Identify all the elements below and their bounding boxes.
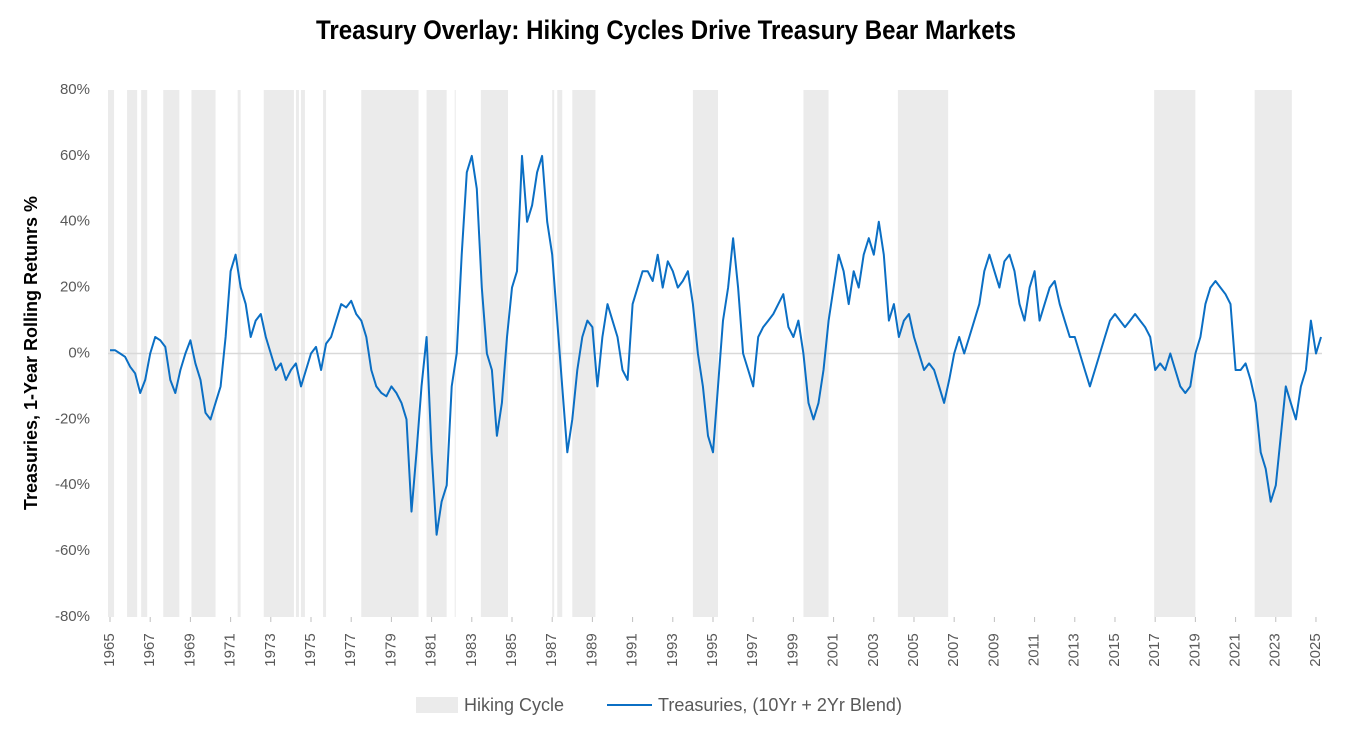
x-tick-label: 1975: [302, 633, 319, 666]
x-tick-label: 1965: [101, 633, 118, 666]
x-tick-label: 1981: [423, 633, 440, 666]
x-tick-label: 2003: [865, 633, 882, 666]
legend-label: Hiking Cycle: [464, 695, 564, 715]
x-tick-label: 2023: [1267, 633, 1284, 666]
x-tick-label: 1967: [141, 633, 158, 666]
chart-title: Treasury Overlay: Hiking Cycles Drive Tr…: [316, 15, 1016, 45]
x-tick-label: 1985: [503, 633, 520, 666]
y-tick-label: 40%: [60, 213, 90, 230]
x-tick-label: 1983: [463, 633, 480, 666]
y-tick-label: 20%: [60, 279, 90, 296]
x-tick-label: 2007: [945, 633, 962, 666]
y-tick-label: 60%: [60, 147, 90, 164]
x-tick-label: 1989: [583, 633, 600, 666]
x-tick-label: 2001: [825, 633, 842, 666]
x-tick-label: 1971: [222, 633, 239, 666]
x-tick-label: 1999: [784, 633, 801, 666]
x-tick-label: 1977: [342, 633, 359, 666]
x-tick-label: 1987: [543, 633, 560, 666]
legend-swatch: [416, 697, 458, 713]
x-tick-label: 1993: [664, 633, 681, 666]
x-tick-label: 1979: [382, 633, 399, 666]
x-tick-label: 2019: [1186, 633, 1203, 666]
x-tick-label: 2011: [1026, 634, 1043, 666]
x-tick-label: 2013: [1066, 633, 1083, 666]
y-tick-label: 0%: [68, 344, 90, 361]
x-tick-label: 1995: [704, 633, 721, 666]
y-tick-label: 80%: [60, 81, 90, 98]
y-tick-label: -80%: [55, 608, 90, 625]
series-line: [110, 154, 1322, 536]
x-tick-label: 2005: [905, 633, 922, 666]
x-tick-label: 2017: [1146, 633, 1163, 666]
y-tick-label: -20%: [55, 410, 90, 427]
legend-label: Treasuries, (10Yr + 2Yr Blend): [658, 695, 902, 715]
y-tick-label: -40%: [55, 476, 90, 493]
x-tick-label: 2021: [1227, 633, 1244, 666]
x-tick-label: 1973: [262, 633, 279, 666]
y-axis-label: Treasuries, 1-Year Rolling Retunrs %: [21, 196, 41, 510]
x-tick-label: 2025: [1307, 633, 1324, 666]
x-tick-label: 2015: [1106, 633, 1123, 666]
x-tick-label: 1997: [744, 633, 761, 666]
y-tick-label: -60%: [55, 542, 90, 559]
x-tick-label: 1991: [624, 633, 641, 666]
x-tick-label: 2009: [985, 633, 1002, 666]
x-tick-label: 1969: [181, 633, 198, 666]
